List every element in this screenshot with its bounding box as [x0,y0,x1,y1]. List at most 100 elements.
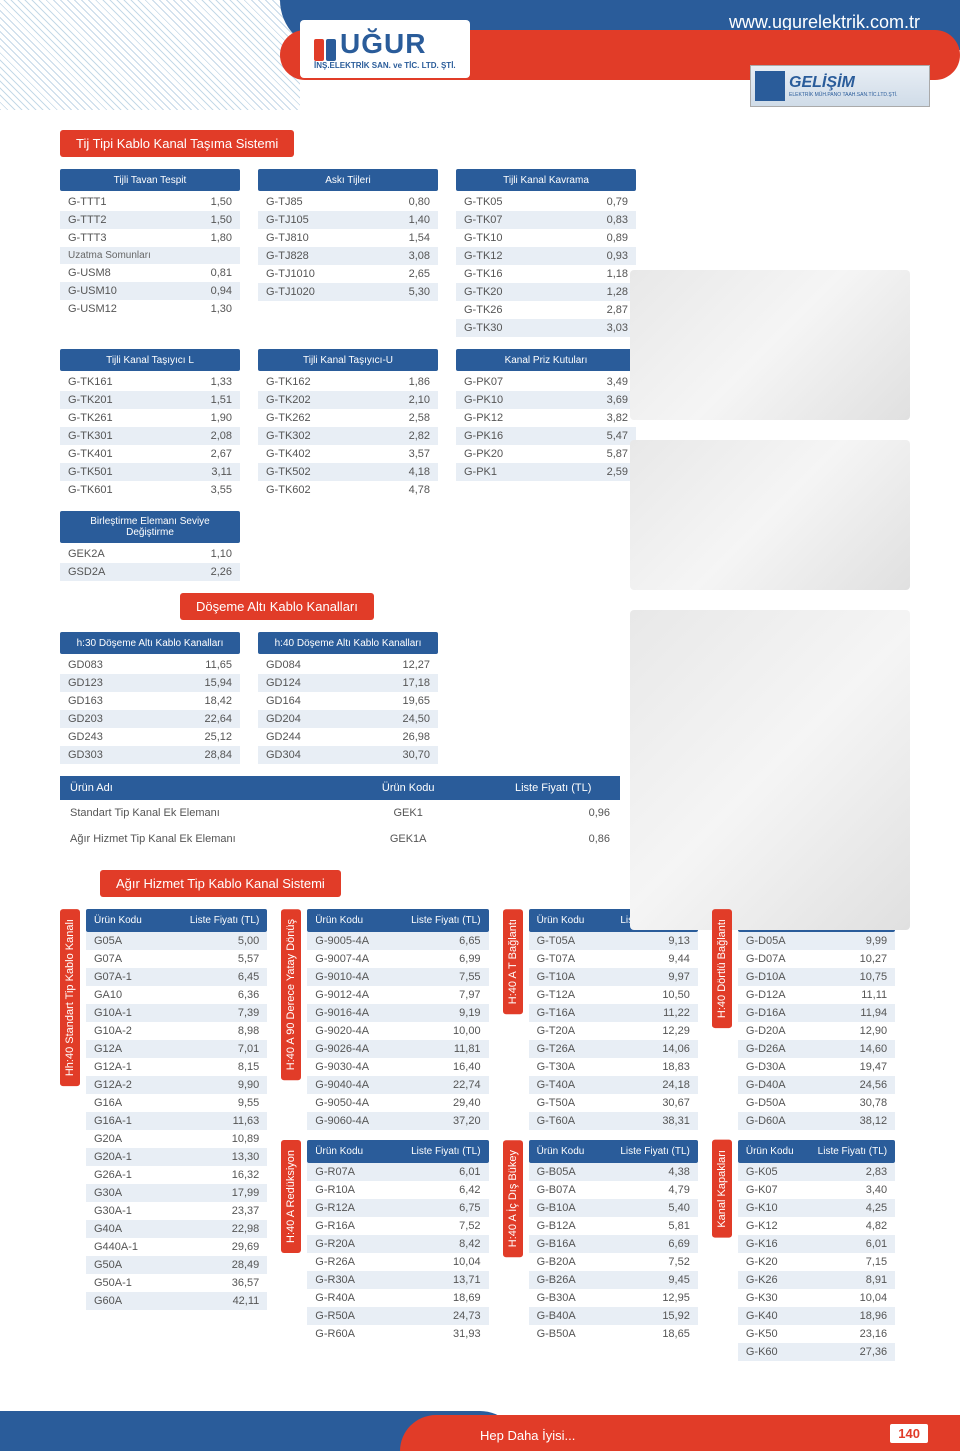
heavy-row: G-9007-4A6,99 [307,950,488,968]
heavy-header: Ürün KoduListe Fiyatı (TL) [86,909,267,932]
table-row: GD24325,12 [60,728,240,746]
heavy-row: G-B07A4,79 [529,1181,698,1199]
logo-icon [314,39,336,61]
table-row: G-USM100,94 [60,282,240,300]
logo: UĞUR İNŞ.ELEKTRİK SAN. ve TİC. LTD. ŞTİ. [300,20,470,78]
product-row: Ağır Hizmet Tip Kanal Ek ElemanıGEK1A0,8… [60,826,620,852]
heavy-row: G30A17,99 [86,1184,267,1202]
table-row: GD30328,84 [60,746,240,764]
heavy-col-1: Hh:40 Standart Tip Kablo Kanalı Ürün Kod… [60,909,267,1361]
table-header: Tijli Kanal Taşıyıcı-U [258,349,438,371]
heavy-row: G-K207,15 [738,1253,895,1271]
heavy-col-3: H:40 A T Bağlantı Ürün KoduListe Fiyatı … [503,909,698,1361]
heavy-row: G-T16A11,22 [529,1004,698,1022]
table-row: G-TK3012,08 [60,427,240,445]
partner-icon [755,71,785,101]
heavy-row: G-9030-4A16,40 [307,1058,488,1076]
page-header: www.ugurelektrik.com.tr UĞUR İNŞ.ELEKTRİ… [0,0,960,110]
heavy-row: G-K166,01 [738,1235,895,1253]
logo-text: UĞUR [340,28,426,59]
heavy-row: G10A-17,39 [86,1004,267,1022]
heavy-tables: Hh:40 Standart Tip Kablo Kanalı Ürün Kod… [60,909,940,1361]
heavy-row: G-D16A11,94 [738,1004,895,1022]
heavy-row: G-B20A7,52 [529,1253,698,1271]
heavy-row: G-B50A18,65 [529,1325,698,1343]
section2-title: Döşeme Altı Kablo Kanalları [180,593,374,620]
partner-sub: ELEKTRİK MÜH.PANO TAAH.SAN.TİC.LTD.ŞTİ. [789,92,898,98]
table-header: Tijli Kanal Kavrama [456,169,636,191]
table-row: GD12315,94 [60,674,240,692]
heavy-row: G-K124,82 [738,1217,895,1235]
vtab-standart: Hh:40 Standart Tip Kablo Kanalı [60,909,80,1086]
table-row: G-TK3022,82 [258,427,438,445]
table-tasiyici-u: Tijli Kanal Taşıyıcı-UG-TK1621,86G-TK202… [258,349,438,499]
vtab-ic-dis-bukey: H:40 A İç Dış Bükey [503,1140,523,1257]
table-row: G-PK205,87 [456,445,636,463]
table-header: Kanal Priz Kutuları [456,349,636,371]
vtab-yatay-donus: H:40 A 90 Derece Yatay Dönüş [281,909,301,1080]
table-row: GD16318,42 [60,692,240,710]
heavy-row: G-R07A6,01 [307,1163,488,1181]
heavy-row: G-T07A9,44 [529,950,698,968]
table-row: G-PK12,59 [456,463,636,481]
heavy-row: G-B05A4,38 [529,1163,698,1181]
heavy-row: G20A10,89 [86,1130,267,1148]
table-header: h:30 Döşeme Altı Kablo Kanalları [60,632,240,654]
heavy-row: G30A-123,37 [86,1202,267,1220]
heavy-row: G-T40A24,18 [529,1076,698,1094]
table-row: G-TK303,03 [456,319,636,337]
col-urun-kodu: Ürün Kodu [330,776,486,800]
table-h30-kanallari: h:30 Döşeme Altı Kablo KanallarıGD08311,… [60,632,240,764]
heavy-row: G-R30A13,71 [307,1271,488,1289]
table-row: G-TK262,87 [456,301,636,319]
heavy-row: G-T60A38,31 [529,1112,698,1130]
partner-name: GELİŞİM [789,74,898,92]
heavy-row: G-9040-4A22,74 [307,1076,488,1094]
table-row: GSD2A2,26 [60,563,240,581]
product-image-2 [630,440,910,590]
heavy-row: G10A-28,98 [86,1022,267,1040]
heavy-row: G50A28,49 [86,1256,267,1274]
footer-text: Hep Daha İyisi... [480,1428,575,1443]
table-h40-kanallari: h:40 Döşeme Altı Kablo KanallarıGD08412,… [258,632,438,764]
table-row: G-TK2011,51 [60,391,240,409]
heavy-row: G-R12A6,75 [307,1199,488,1217]
heavy-row: G-K052,83 [738,1163,895,1181]
heavy-row: G-9005-4A6,65 [307,932,488,950]
heavy-row: G-R16A7,52 [307,1217,488,1235]
heavy-row: G-B26A9,45 [529,1271,698,1289]
heavy-row: G07A-16,45 [86,968,267,986]
heavy-row: G-D30A19,47 [738,1058,895,1076]
heavy-row: G50A-136,57 [86,1274,267,1292]
vtab-dortlu-baglanti: H:40 Dörtlü Bağlantı [712,909,732,1028]
heavy-row: G60A42,11 [86,1292,267,1310]
heavy-col-4: H:40 Dörtlü Bağlantı Ürün KoduListe Fiya… [712,909,895,1361]
heavy-row: G-D07A10,27 [738,950,895,968]
heavy-header: Ürün KoduListe Fiyatı (TL) [738,1140,895,1163]
section3-title: Ağır Hizmet Tip Kablo Kanal Sistemi [100,870,341,897]
product-image-1 [630,270,910,420]
heavy-header: Ürün KoduListe Fiyatı (TL) [529,1140,698,1163]
heavy-row: G-T30A18,83 [529,1058,698,1076]
table-row: G-PK073,49 [456,373,636,391]
partner-badge: GELİŞİM ELEKTRİK MÜH.PANO TAAH.SAN.TİC.L… [750,65,930,107]
heavy-col-2: H:40 A 90 Derece Yatay Dönüş Ürün KoduLi… [281,909,488,1361]
table-row: GD20424,50 [258,710,438,728]
table-row: G-TK2022,10 [258,391,438,409]
table-row: G-TK201,28 [456,283,636,301]
table-row: G-PK103,69 [456,391,636,409]
logo-subtitle: İNŞ.ELEKTRİK SAN. ve TİC. LTD. ŞTİ. [314,61,456,70]
heavy-row: G16A9,55 [86,1094,267,1112]
table-birlestirme: Birleştirme Elemanı Seviye DeğiştirmeGEK… [60,511,240,581]
table-row: GD08412,27 [258,656,438,674]
table-row: GEK2A1,10 [60,545,240,563]
table-header: Tijli Tavan Tespit [60,169,240,191]
heavy-row: GA106,36 [86,986,267,1004]
heavy-row: G-K268,91 [738,1271,895,1289]
heavy-row: G-B30A12,95 [529,1289,698,1307]
heavy-row: G07A5,57 [86,950,267,968]
heavy-row: G-B40A15,92 [529,1307,698,1325]
header-pattern [0,0,300,110]
vtab-t-baglanti: H:40 A T Bağlantı [503,909,523,1014]
table-row: GD24426,98 [258,728,438,746]
